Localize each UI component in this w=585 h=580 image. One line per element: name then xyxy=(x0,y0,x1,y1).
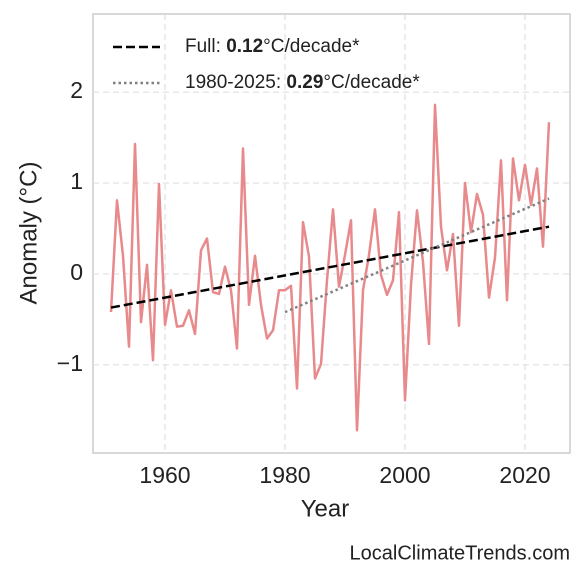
legend-label: 1980-2025: 0.29°C/decade* xyxy=(185,72,420,93)
y-axis-label: Anomaly (°C) xyxy=(15,162,42,305)
legend-text-part: °C/decade* xyxy=(263,36,360,57)
legend-text-part: 1980-2025: xyxy=(185,72,286,93)
x-tick-label: 1960 xyxy=(139,462,190,488)
trend-line xyxy=(284,197,550,314)
x-axis-label: Year xyxy=(301,495,350,522)
anomaly-line xyxy=(109,103,551,432)
y-tick-label: −1 xyxy=(57,350,83,376)
legend-text-part: 0.12 xyxy=(226,36,263,57)
watermark: LocalClimateTrends.com xyxy=(350,542,570,564)
legend-text-part: 0.29 xyxy=(286,72,323,93)
x-tick-label: 2000 xyxy=(379,462,430,488)
y-tick-label: 2 xyxy=(70,77,83,103)
trend-line xyxy=(110,225,550,309)
legend-text-part: Full: xyxy=(185,36,226,57)
legend-text-part: °C/decade* xyxy=(323,72,420,93)
legend-label: Full: 0.12°C/decade* xyxy=(185,36,360,57)
y-tick-label: 0 xyxy=(70,259,83,285)
x-tick-label: 1980 xyxy=(259,462,310,488)
x-tick-label: 2020 xyxy=(499,462,550,488)
y-tick-label: 1 xyxy=(70,168,83,194)
